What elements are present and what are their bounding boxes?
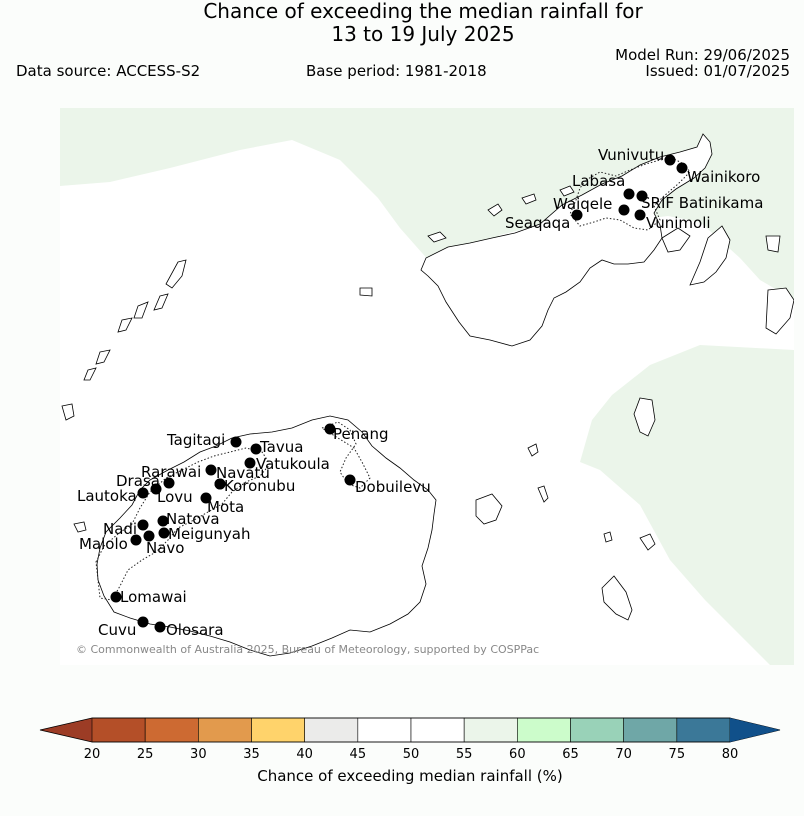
station-label: Navatu [216,464,270,482]
station-label: Malolo [79,535,128,553]
station-label: Nadi [103,520,137,538]
station-label: Dobuilevu [355,478,431,496]
station-label: Vunimoli [646,214,711,232]
station-label: Seaqaqa [505,214,570,232]
station-marker [110,591,122,603]
colorbar-label: Chance of exceeding median rainfall (%) [257,767,562,785]
station-label: Labasa [572,172,625,190]
station-marker [250,443,262,455]
taveuni-island [689,225,731,286]
station-marker [344,474,356,486]
station-marker [636,190,648,202]
station-marker [244,457,256,469]
station-marker [163,477,175,489]
station-marker [137,519,149,531]
stations-layer: Vunivutu Wainikoro Labasa Waiqele SRIF Batin… [77,146,763,639]
colorbar-tick-label: 70 [615,747,632,762]
station-label: Olosara [166,621,224,639]
station-label: Tavua [259,438,303,456]
colorbar-under-arrow [40,718,92,742]
station-label: Wainikoro [687,168,760,186]
shaded-region-north [60,108,794,290]
title-line-2: 13 to 19 July 2025 [331,22,515,46]
station-label: Cuvu [98,621,136,639]
model-run: Model Run: 29/06/2025 [615,46,790,64]
issued-date: Issued: 01/07/2025 [645,62,790,80]
station-label: Navo [146,539,184,557]
colorbar-boxes [39,717,781,743]
colorbar-tick-label: 35 [243,747,260,762]
station-marker [137,616,149,628]
station-marker [571,209,583,221]
station-marker [676,162,688,174]
district-boundaries [95,157,691,601]
station-label: Meigunyah [168,525,250,543]
colorbar-tick-label: 25 [137,747,154,762]
colorbar-tick-label: 40 [296,747,313,762]
colorbar-tick-label: 30 [190,747,207,762]
shaded-region-east [580,345,794,665]
station-label: Drasa [116,472,160,490]
station-label: Lautoka [77,487,137,505]
station-label: Penang [333,425,388,443]
colorbar-box [144,717,199,743]
station-marker [157,515,169,527]
colorbar-tick-label: 55 [456,747,473,762]
station-marker [130,534,142,546]
colorbar-box [198,717,252,743]
colorbar-box [517,717,571,743]
station-label: Vunivutu [598,146,664,164]
station-marker [324,423,336,435]
copyright-text: © Commonwealth of Australia 2025, Bureau… [76,643,539,656]
colorbar-box [357,717,412,743]
station-marker [618,204,630,216]
station-label: Natova [166,510,220,528]
colorbar-ticks: 20 25 30 35 40 45 50 55 60 65 70 75 80 [84,747,739,762]
colorbar-tick-label: 50 [403,747,420,762]
data-source: Data source: ACCESS-S2 [16,62,201,80]
station-marker [200,492,212,504]
colorbar-box [676,717,731,743]
colorbar-box [463,717,518,743]
station-label: Waiqele [553,195,612,213]
station-label: Rarawai [141,463,201,481]
colorbar-box [410,717,465,743]
title-line-1: Chance of exceeding the median rainfall … [203,0,643,23]
station-marker [634,209,646,221]
station-marker [214,478,226,490]
station-label: SRIF Batinikama [641,194,763,212]
station-label: Lomawai [120,588,187,606]
station-marker [230,436,242,448]
colorbar-tick-label: 80 [722,747,739,762]
station-label: Mota [207,498,244,516]
station-label: Koronubu [224,477,295,495]
colorbar-box [304,717,359,743]
colorbar-tick-label: 60 [509,747,526,762]
colorbar-box [570,717,624,743]
colorbar-tick-label: 75 [669,747,686,762]
colorbar-box [251,717,305,743]
colorbar-box [91,717,146,743]
station-marker [158,527,170,539]
colorbar: 20 25 30 35 40 45 50 55 60 65 70 75 80 Chance of exc… [39,717,781,785]
colorbar-tick-label: 65 [562,747,579,762]
colorbar-over-arrow [730,718,780,742]
station-marker [664,154,676,166]
map-title: Chance of exceeding the median rainfall … [0,0,804,46]
station-marker [623,188,635,200]
station-label: Vatukoula [256,455,330,473]
station-marker [137,487,149,499]
colorbar-box [623,717,678,743]
colorbar-tick-label: 20 [84,747,101,762]
station-marker [143,530,155,542]
vanua-levu-island [420,133,713,347]
station-label: Lovu [157,488,193,506]
station-marker [205,464,217,476]
station-label: Tagitagi [166,431,225,449]
base-period: Base period: 1981-2018 [306,62,487,80]
colorbar-tick-label: 45 [350,747,367,762]
station-marker [150,483,162,495]
station-marker [154,621,166,633]
